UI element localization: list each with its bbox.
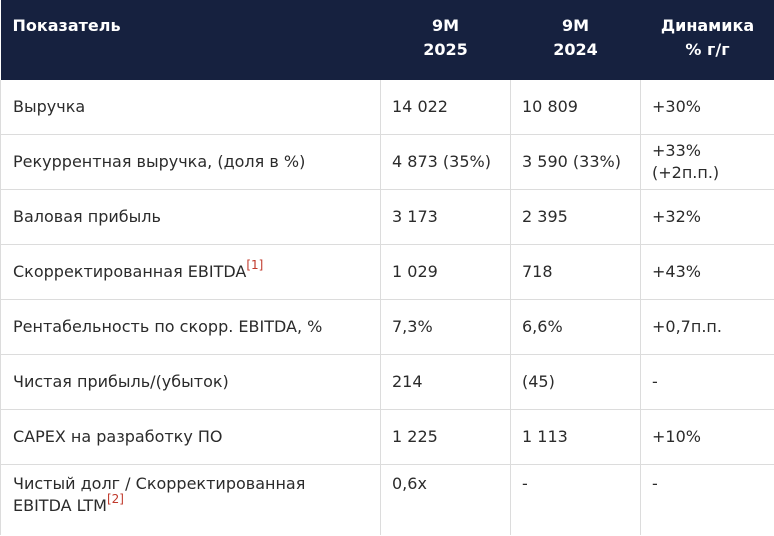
value-2024: 2 395: [510, 189, 641, 245]
value-dynamics: +30%: [640, 80, 774, 135]
footnote-link-1[interactable]: [1]: [246, 257, 264, 272]
table-row: Чистый долг / Скорректированная EBITDA LT…: [0, 464, 774, 535]
row-label: Валовая прибыль: [0, 189, 381, 245]
header-9m-2024: 9M 2024: [510, 0, 641, 80]
table-row: Чистая прибыль/(убыток) 214 (45) -: [0, 354, 774, 410]
value-dynamics: +10%: [640, 409, 774, 465]
header-dynamics: Динамика% г/г: [640, 0, 774, 80]
value-2024: 3 590 (33%): [510, 134, 641, 190]
row-label-line2: EBITDA LTM: [13, 496, 107, 515]
row-label: CAPEX на разработку ПО: [0, 409, 381, 465]
value-dynamics: +33% (+2п.п.): [640, 134, 774, 190]
value-dynamics: -: [640, 354, 774, 410]
value-2025: 1 029: [380, 244, 511, 300]
row-label: Рентабельность по скорр. EBITDA, %: [0, 299, 381, 355]
table-header-row: Показатель 9M 2025 9M 2024 Динамика% г/г: [0, 0, 774, 80]
value-2025: 3 173: [380, 189, 511, 245]
row-label-line1: Чистый долг / Скорректированная: [13, 474, 306, 493]
row-label: Скорректированная EBITDA: [13, 262, 247, 281]
value-2025: 214: [380, 354, 511, 410]
table-row: Рекуррентная выручка, (доля в %) 4 873 (…: [0, 134, 774, 190]
value-2025: 0,6х: [380, 464, 511, 535]
table-row: Валовая прибыль 3 173 2 395 +32%: [0, 189, 774, 245]
value-2024: -: [510, 464, 641, 535]
value-2024: 6,6%: [510, 299, 641, 355]
row-label-cell: Скорректированная EBITDA[1]: [0, 244, 381, 300]
value-2024: 10 809: [510, 80, 641, 135]
value-2025: 1 225: [380, 409, 511, 465]
row-label: Рекуррентная выручка, (доля в %): [0, 134, 381, 190]
value-2025: 7,3%: [380, 299, 511, 355]
table-row: Скорректированная EBITDA[1] 1 029 718 +4…: [0, 244, 774, 300]
row-label: Выручка: [0, 80, 381, 135]
value-dynamics: +43%: [640, 244, 774, 300]
value-dynamics: -: [640, 464, 774, 535]
header-9m-2025: 9M 2025: [380, 0, 511, 80]
row-label-cell: Чистый долг / Скорректированная EBITDA LT…: [0, 464, 381, 535]
table-row: CAPEX на разработку ПО 1 225 1 113 +10%: [0, 409, 774, 465]
value-dynamics: +0,7п.п.: [640, 299, 774, 355]
header-indicator: Показатель: [0, 0, 381, 80]
footnote-link-2[interactable]: [2]: [106, 491, 124, 506]
table-row: Выручка 14 022 10 809 +30%: [0, 80, 774, 135]
value-2024: 1 113: [510, 409, 641, 465]
table-row: Рентабельность по скорр. EBITDA, % 7,3% …: [0, 299, 774, 355]
value-2024: (45): [510, 354, 641, 410]
value-2024: 718: [510, 244, 641, 300]
value-2025: 14 022: [380, 80, 511, 135]
value-2025: 4 873 (35%): [380, 134, 511, 190]
value-dynamics: +32%: [640, 189, 774, 245]
row-label: Чистая прибыль/(убыток): [0, 354, 381, 410]
